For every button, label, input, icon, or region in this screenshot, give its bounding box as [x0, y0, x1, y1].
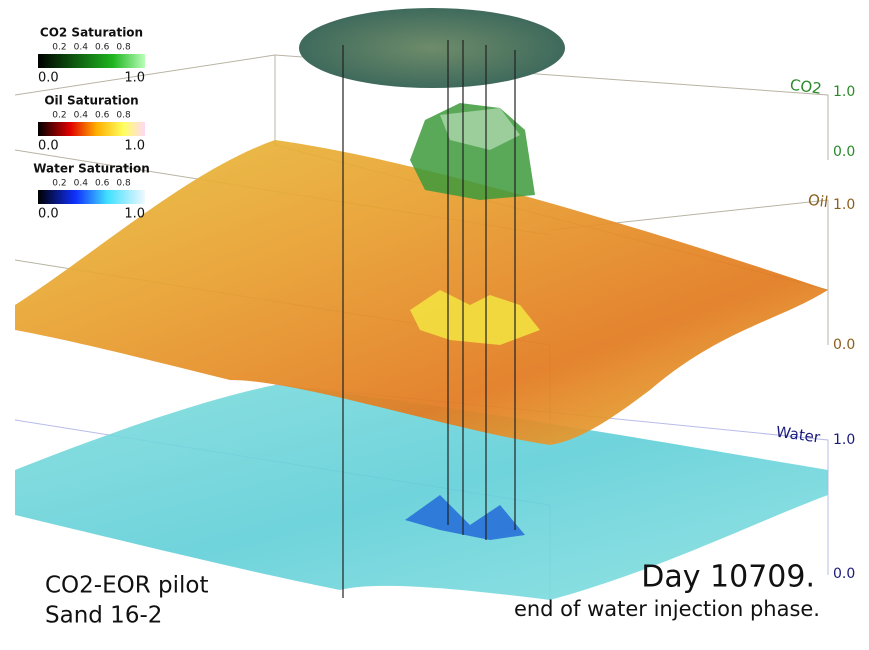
legend-title: CO2 Saturation: [40, 26, 143, 40]
map-disk: [299, 8, 565, 88]
color-bar: [38, 122, 145, 136]
legend-tick: 0.4: [74, 179, 89, 189]
legend-min: 0.0: [38, 207, 59, 222]
legend-tick: 0.4: [74, 43, 89, 53]
axis-tick: 0.0: [833, 144, 855, 160]
legend-max: 1.0: [124, 207, 145, 222]
legend-tick: 0.6: [95, 111, 110, 121]
axis-tick: 1.0: [833, 432, 855, 448]
caption-phase: end of water injection phase.: [514, 597, 820, 621]
axis-tick: 0.0: [833, 337, 855, 353]
legend-title: Oil Saturation: [44, 94, 138, 108]
legend-tick: 0.2: [52, 111, 66, 121]
axis-tick: 1.0: [833, 84, 855, 100]
caption-day: Day 10709.: [641, 560, 815, 595]
co2-plume-highlight: [440, 108, 520, 150]
axis-tick: 1.0: [833, 197, 855, 213]
axis-label: Water: [775, 423, 822, 447]
oil-surface: [15, 140, 828, 445]
legend-min: 0.0: [38, 71, 59, 86]
legend-title: Water Saturation: [33, 162, 150, 176]
caption-line: Sand 16-2: [45, 603, 162, 629]
axis-label: CO2: [789, 76, 823, 98]
wells: [342, 40, 516, 598]
legend-tick: 0.6: [95, 43, 110, 53]
oil-peak: [410, 290, 540, 345]
legend-tick: 0.8: [116, 179, 131, 189]
legend-tick: 0.4: [74, 111, 89, 121]
legend-max: 1.0: [124, 71, 145, 86]
legend-min: 0.0: [38, 139, 59, 154]
legend-tick: 0.2: [52, 43, 66, 53]
caption-line: CO2-EOR pilot: [45, 573, 209, 599]
color-bar: [38, 190, 145, 204]
legend-tick: 0.2: [52, 179, 66, 189]
axis-label: Oil: [807, 191, 829, 212]
legend-tick: 0.8: [116, 111, 131, 121]
water-depression: [405, 495, 525, 540]
legend-tick: 0.6: [95, 179, 110, 189]
water-surface: [15, 385, 828, 600]
color-bar: [38, 54, 145, 68]
axis-tick: 0.0: [833, 566, 855, 582]
legend-max: 1.0: [124, 139, 145, 154]
legend-tick: 0.8: [116, 43, 131, 53]
